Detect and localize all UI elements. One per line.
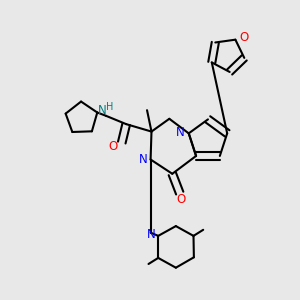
Text: H: H: [106, 103, 113, 112]
Text: O: O: [239, 31, 248, 44]
Text: N: N: [147, 228, 156, 241]
Text: N: N: [98, 104, 106, 117]
Text: O: O: [177, 193, 186, 206]
Text: N: N: [139, 153, 148, 166]
Text: N: N: [176, 126, 185, 139]
Text: O: O: [109, 140, 118, 153]
